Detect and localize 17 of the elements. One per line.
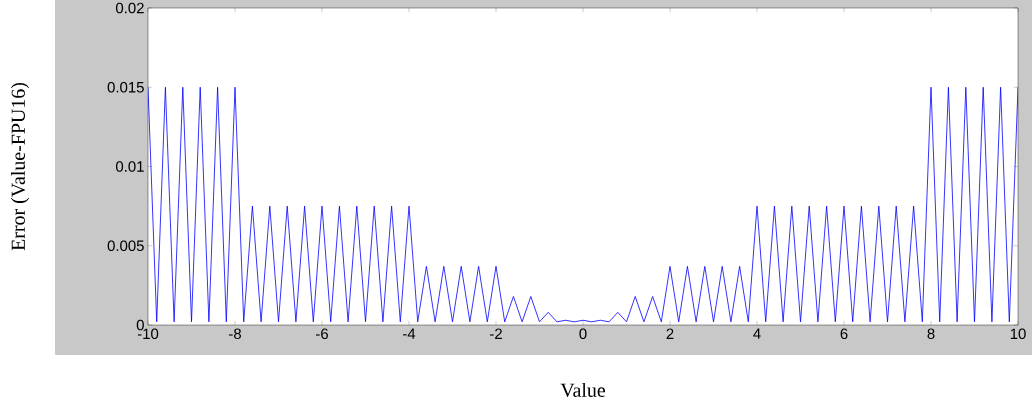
x-tick-label: 8	[927, 328, 935, 340]
y-tick-label: 0.01	[115, 161, 144, 172]
line-series	[148, 86, 1019, 323]
x-tick-label: -8	[229, 328, 241, 340]
y-tick-label: 0.02	[115, 2, 144, 14]
y-tick-label: 0.005	[107, 240, 144, 252]
x-tick-label: 6	[840, 328, 848, 340]
y-axis-title: Error (Value-FPU16)	[10, 82, 30, 251]
x-tick-label: 10	[1010, 328, 1026, 340]
x-axis-title: Value	[560, 382, 606, 398]
x-tick-label: -6	[316, 328, 328, 340]
x-tick-label: 0	[579, 328, 587, 340]
y-tick-label: 0.015	[107, 81, 144, 93]
x-tick-label: 4	[753, 328, 761, 339]
x-tick-label: -2	[490, 328, 502, 339]
x-tick-label: 2	[666, 328, 674, 339]
x-tick-label: -4	[403, 328, 416, 339]
